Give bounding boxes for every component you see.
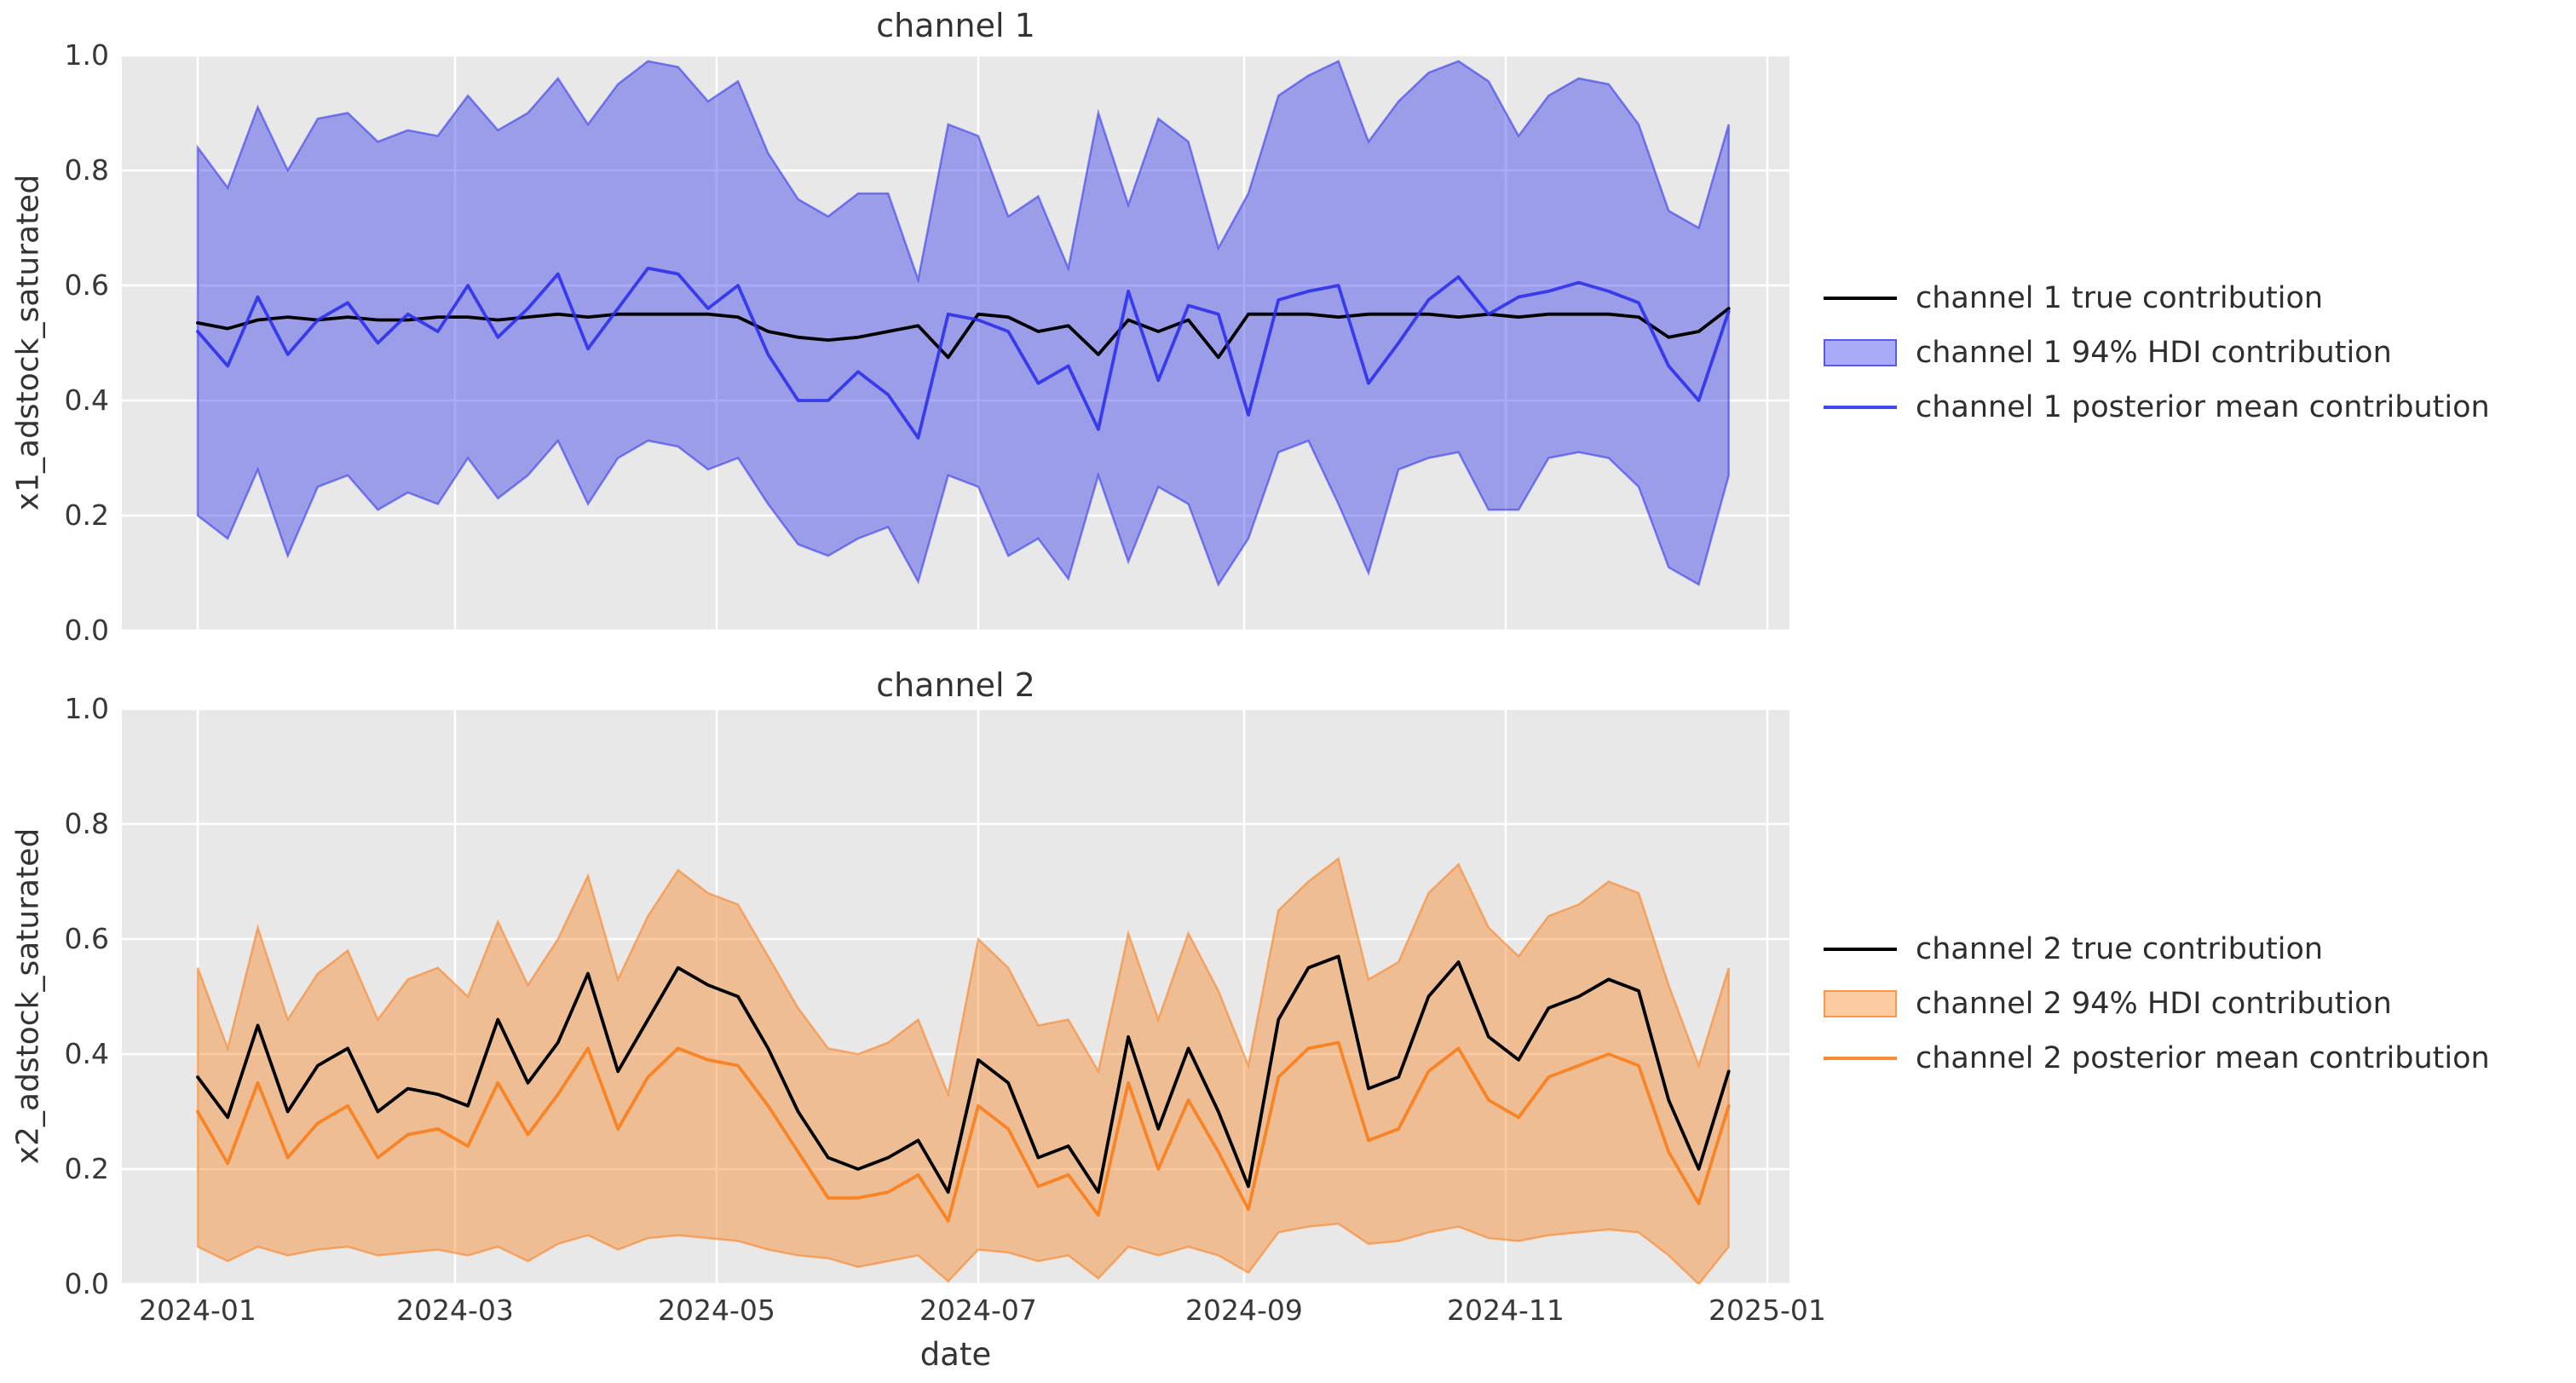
y-tick-label: 0.0 — [64, 614, 109, 647]
y-tick-label: 1.0 — [64, 692, 109, 725]
x-tick-label: 2024-03 — [396, 1294, 514, 1327]
chart-1-svg — [122, 55, 1789, 631]
y-tick-label: 0.6 — [64, 922, 109, 955]
legend-label: channel 1 94% HDI contribution — [1916, 336, 2392, 370]
legend-item-posterior-1: channel 1 posterior mean contribution — [1824, 380, 2490, 435]
posterior-line-swatch-icon — [1824, 1057, 1897, 1060]
chart-2-plot-area — [122, 709, 1789, 1284]
hdi-band-swatch-icon — [1824, 990, 1897, 1017]
posterior-line-swatch-icon — [1824, 406, 1897, 409]
legend-label: channel 2 true contribution — [1916, 932, 2324, 966]
legend-item-true-1: channel 1 true contribution — [1824, 271, 2490, 326]
chart-2-svg — [122, 709, 1789, 1284]
true-line-swatch-icon — [1824, 948, 1897, 951]
legend-label: channel 2 posterior mean contribution — [1916, 1041, 2490, 1075]
x-tick-label: 2024-01 — [139, 1294, 256, 1327]
legend-item-hdi-1: channel 1 94% HDI contribution — [1824, 326, 2490, 380]
true-line-swatch-icon — [1824, 297, 1897, 300]
y-tick-label: 0.4 — [64, 383, 109, 417]
y-tick-label: 0.8 — [64, 153, 109, 187]
x-tick-label: 2025-01 — [1709, 1294, 1826, 1327]
y-tick-label: 0.4 — [64, 1037, 109, 1070]
y-tick-label: 0.2 — [64, 1152, 109, 1185]
y-tick-label: 0.6 — [64, 268, 109, 302]
hdi-band-swatch-icon — [1824, 339, 1897, 366]
chart-1-title: channel 1 — [876, 7, 1035, 44]
legend-item-true-2: channel 2 true contribution — [1824, 922, 2490, 977]
chart-2-title: channel 2 — [876, 666, 1035, 704]
legend-label: channel 1 posterior mean contribution — [1916, 390, 2490, 424]
chart-1-plot-area — [122, 55, 1789, 631]
x-tick-label: 2024-09 — [1185, 1294, 1303, 1327]
x-axis-label: date — [919, 1336, 992, 1373]
y-tick-label: 0.2 — [64, 498, 109, 532]
y-tick-label: 0.8 — [64, 807, 109, 840]
y-tick-label: 1.0 — [64, 38, 109, 72]
y-tick-label: 0.0 — [64, 1267, 109, 1300]
chart-1-legend: channel 1 true contribution channel 1 94… — [1824, 271, 2490, 435]
chart-1-y-axis-label: x1_adstock_saturated — [10, 174, 46, 511]
legend-label: channel 2 94% HDI contribution — [1916, 987, 2392, 1021]
x-tick-label: 2024-11 — [1447, 1294, 1565, 1327]
legend-item-hdi-2: channel 2 94% HDI contribution — [1824, 977, 2490, 1031]
legend-label: channel 1 true contribution — [1916, 281, 2324, 315]
x-tick-label: 2024-05 — [658, 1294, 775, 1327]
chart-2-y-axis-label: x2_adstock_saturated — [10, 827, 46, 1165]
chart-2-legend: channel 2 true contribution channel 2 94… — [1824, 922, 2490, 1086]
legend-item-posterior-2: channel 2 posterior mean contribution — [1824, 1031, 2490, 1086]
x-tick-label: 2024-07 — [919, 1294, 1037, 1327]
